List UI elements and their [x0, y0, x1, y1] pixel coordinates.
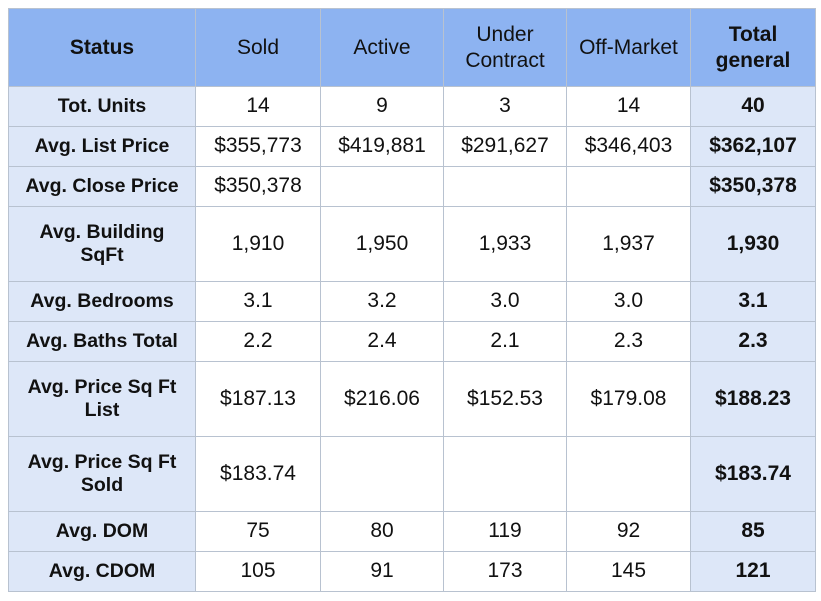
cell: 3.1 [690, 280, 816, 322]
table-row: Avg. Price Sq Ft List $187.13 $216.06 $152.… [8, 360, 816, 437]
cell: $291,627 [443, 125, 567, 167]
cell: 2.3 [690, 320, 816, 362]
cell: 75 [195, 511, 321, 552]
table-container: Status Sold Active Under Contract Off-Market… [8, 8, 816, 593]
row-label: Avg. Bedrooms [8, 280, 196, 322]
cell: 91 [320, 550, 444, 593]
table-row: Avg. Close Price $350,378 $350,378 [8, 165, 816, 207]
row-label: Avg. Close Price [8, 165, 196, 207]
cell: $188.23 [690, 360, 816, 437]
cell: $152.53 [443, 360, 567, 437]
row-label: Avg. DOM [8, 511, 196, 552]
cell [320, 435, 444, 513]
cell: $183.74 [195, 435, 321, 513]
cell: 3.1 [195, 280, 321, 322]
cell: $350,378 [690, 165, 816, 207]
row-label: Avg. Building SqFt [8, 205, 196, 282]
row-label: Avg. Baths Total [8, 320, 196, 362]
cell: $362,107 [690, 125, 816, 167]
cell: 14 [195, 86, 321, 127]
table-row: Avg. DOM 75 80 119 92 85 [8, 511, 816, 552]
cell: 40 [690, 86, 816, 127]
table-row: Avg. CDOM 105 91 173 145 121 [8, 550, 816, 593]
cell: 92 [566, 511, 691, 552]
cell: 2.3 [566, 320, 691, 362]
cell: 1,950 [320, 205, 444, 282]
cell: 1,910 [195, 205, 321, 282]
cell [443, 435, 567, 513]
header-cell: Active [320, 8, 444, 87]
cell: 2.1 [443, 320, 567, 362]
cell: 1,930 [690, 205, 816, 282]
cell: 173 [443, 550, 567, 593]
cell: 1,937 [566, 205, 691, 282]
cell: 121 [690, 550, 816, 593]
table-row: Avg. Bedrooms 3.1 3.2 3.0 3.0 3.1 [8, 280, 816, 322]
cell: $355,773 [195, 125, 321, 167]
cell: 145 [566, 550, 691, 593]
cell: 9 [320, 86, 444, 127]
cell: $346,403 [566, 125, 691, 167]
row-label: Avg. Price Sq Ft Sold [8, 435, 196, 513]
cell: 3.2 [320, 280, 444, 322]
header-cell: Off-Market [566, 8, 691, 87]
cell: $183.74 [690, 435, 816, 513]
table-body: Tot. Units 14 9 3 14 40 Avg. List Price $355,77… [8, 86, 816, 593]
cell [566, 165, 691, 207]
cell [566, 435, 691, 513]
cell: 1,933 [443, 205, 567, 282]
row-label: Avg. List Price [8, 125, 196, 167]
cell [320, 165, 444, 207]
cell: $216.06 [320, 360, 444, 437]
header-cell: Under Contract [443, 8, 567, 87]
table-row: Avg. Baths Total 2.2 2.4 2.1 2.3 2.3 [8, 320, 816, 362]
cell: $187.13 [195, 360, 321, 437]
table-row: Avg. List Price $355,773 $419,881 $291,627 $… [8, 125, 816, 167]
cell: 2.2 [195, 320, 321, 362]
header-row: Status Sold Active Under Contract Off-Market… [8, 8, 816, 87]
row-label: Tot. Units [8, 86, 196, 127]
cell: $419,881 [320, 125, 444, 167]
cell: 3.0 [443, 280, 567, 322]
cell: 105 [195, 550, 321, 593]
header-cell: Total general [690, 8, 816, 87]
cell [443, 165, 567, 207]
row-label: Avg. Price Sq Ft List [8, 360, 196, 437]
status-table: Status Sold Active Under Contract Off-Market… [8, 8, 816, 593]
cell: 85 [690, 511, 816, 552]
cell: 80 [320, 511, 444, 552]
cell: 3.0 [566, 280, 691, 322]
cell: 3 [443, 86, 567, 127]
header-cell: Status [8, 8, 196, 87]
table-row: Tot. Units 14 9 3 14 40 [8, 86, 816, 127]
cell: 14 [566, 86, 691, 127]
header-cell: Sold [195, 8, 321, 87]
table-row: Avg. Price Sq Ft Sold $183.74 $183.74 [8, 435, 816, 513]
row-label: Avg. CDOM [8, 550, 196, 593]
cell: 2.4 [320, 320, 444, 362]
cell: $179.08 [566, 360, 691, 437]
cell: $350,378 [195, 165, 321, 207]
cell: 119 [443, 511, 567, 552]
table-row: Avg. Building SqFt 1,910 1,950 1,933 1,937 1,… [8, 205, 816, 282]
